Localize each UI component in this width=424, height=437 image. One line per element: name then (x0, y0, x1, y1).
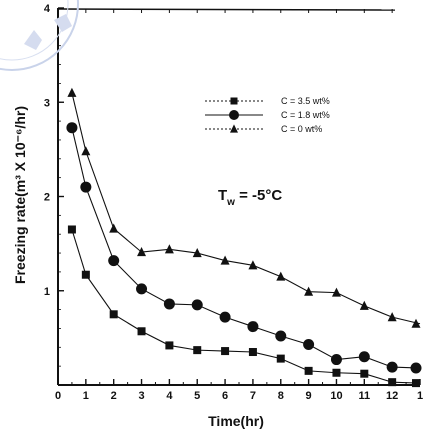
data-point (276, 271, 286, 281)
data-point (66, 122, 78, 134)
legend-marker (230, 97, 238, 105)
data-point (80, 181, 92, 193)
x-tick-label: 0 (55, 390, 61, 402)
data-point (275, 330, 287, 342)
data-point (411, 318, 421, 328)
y-tick-label: 4 (44, 3, 51, 15)
x-tick-label: 10 (330, 390, 342, 402)
y-tick-label: 2 (44, 192, 50, 204)
series-line (71, 127, 421, 369)
annotation-subscript: w (226, 197, 235, 208)
y-tick-label: 3 (44, 97, 50, 109)
data-point (304, 366, 313, 375)
x-tick-label: 1 (83, 390, 89, 402)
annotation-value: = -5°C (235, 187, 282, 204)
data-point (386, 361, 398, 373)
x-tick-label: 4 (166, 390, 173, 402)
data-point (304, 286, 314, 296)
series-circle (66, 122, 422, 374)
x-axis-title: Time(hr) (208, 413, 264, 429)
legend: C = 3.5 wt% C = 1.8 wt% C = 0 wt% (205, 96, 330, 134)
series-layer (66, 87, 422, 388)
data-point (165, 341, 174, 350)
data-point (332, 368, 341, 377)
data-point (410, 362, 422, 374)
top-frame-line (57, 8, 396, 11)
series-line (71, 92, 421, 325)
x-tick-label: 8 (278, 390, 284, 402)
data-point (247, 321, 259, 333)
annotation-main: T (218, 187, 227, 204)
data-point (221, 347, 230, 356)
x-tick-label: 12 (386, 390, 398, 402)
series-square (67, 225, 421, 388)
data-point (192, 248, 202, 258)
y-axis-title: Freezing rate(m³ X 10⁻⁶/hr) (12, 106, 28, 284)
data-point (109, 310, 118, 319)
x-tick-label: 1 (417, 390, 423, 402)
legend-marker (230, 124, 238, 133)
data-point (248, 348, 257, 357)
data-point (136, 283, 148, 295)
data-point (330, 354, 342, 366)
data-point (67, 87, 77, 97)
legend-label: C = 3.5 wt% (281, 96, 330, 106)
data-point (137, 247, 147, 257)
data-point (163, 298, 175, 310)
legend-entry: C = 3.5 wt% (205, 96, 330, 106)
data-point (276, 354, 285, 363)
data-point (81, 146, 91, 156)
legend-entry: C = 0 wt% (205, 124, 322, 134)
x-tick-label: 11 (358, 390, 370, 402)
data-point (387, 312, 397, 322)
x-tick-label: 2 (111, 390, 117, 402)
legend-label: C = 1.8 wt% (281, 110, 330, 120)
data-point (412, 379, 420, 388)
x-tick-label: 3 (138, 390, 144, 402)
data-point (137, 327, 146, 336)
data-point (220, 255, 230, 265)
legend-marker (229, 110, 239, 120)
x-tick-label: 9 (306, 390, 312, 402)
data-point (81, 270, 90, 279)
legend-label: C = 0 wt% (281, 124, 322, 134)
data-point (303, 338, 315, 350)
data-point (109, 223, 119, 233)
x-tick-label: 7 (250, 390, 256, 402)
data-point (164, 244, 174, 254)
series-triangle (67, 87, 421, 328)
data-point (360, 369, 369, 378)
series-line (71, 229, 421, 384)
data-point (248, 260, 258, 270)
data-point (108, 255, 120, 267)
data-point (193, 346, 202, 355)
data-point (388, 378, 397, 387)
data-point (191, 299, 203, 311)
data-point (219, 311, 231, 323)
data-point (358, 351, 370, 363)
data-point (67, 225, 76, 234)
legend-entry: C = 1.8 wt% (205, 110, 330, 120)
x-tick-label: 5 (194, 390, 200, 402)
data-point (331, 287, 341, 297)
data-point (359, 300, 369, 310)
y-tick-label: 1 (44, 286, 50, 298)
temperature-annotation: Tw = -5°C (218, 187, 282, 208)
x-tick-label: 6 (222, 390, 228, 402)
